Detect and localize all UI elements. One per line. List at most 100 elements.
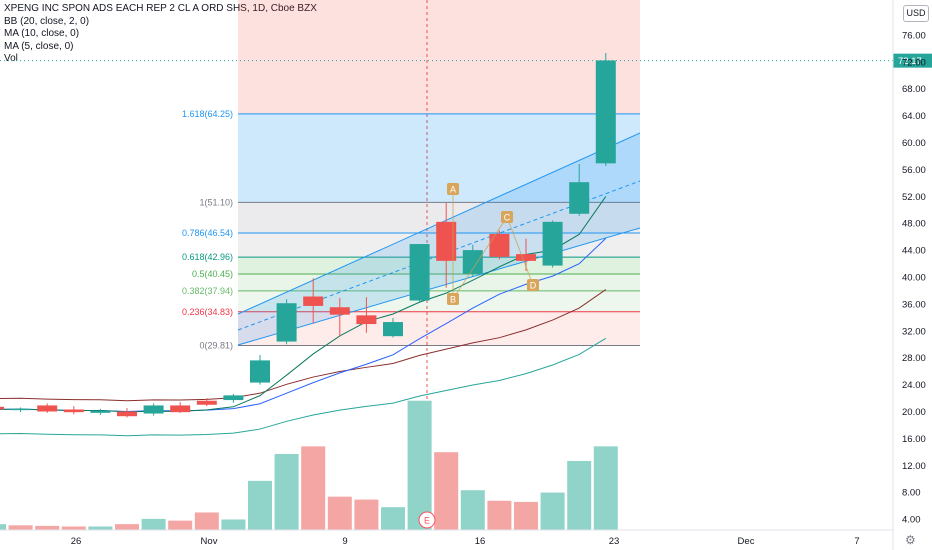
- volume-bar: [381, 507, 405, 530]
- time-tick-label: Nov: [201, 536, 218, 547]
- time-tick-label: 16: [475, 536, 486, 547]
- price-tick-label: 28.00: [902, 353, 926, 364]
- last-price-label: 72.17: [898, 56, 922, 67]
- candle: [303, 296, 324, 306]
- volume-bar: [88, 526, 113, 530]
- candle: [90, 410, 111, 413]
- fib-level-label: 1.618(64.25): [182, 109, 233, 119]
- candle: [462, 250, 483, 274]
- price-tick-label: 48.00: [902, 219, 926, 230]
- candle: [0, 406, 4, 410]
- volume-bar: [115, 524, 139, 530]
- chart-legend: XPENG INC SPON ADS EACH REP 2 CL A ORD S…: [4, 3, 317, 66]
- time-tick-label: 9: [342, 536, 347, 547]
- volume-bar: [194, 512, 219, 530]
- volume-bar: [460, 490, 485, 530]
- candle: [329, 307, 350, 315]
- price-tick-label: 36.00: [902, 299, 926, 310]
- volume-bar: [540, 492, 565, 530]
- fib-zone: [238, 273, 640, 291]
- price-tick-label: 24.00: [902, 380, 926, 391]
- legend-bollinger[interactable]: BB (20, close, 2, 0): [4, 15, 90, 27]
- fib-level-label: 0.382(37.94): [182, 286, 233, 296]
- pattern-point-label: A: [450, 185, 456, 195]
- pattern-point-marker: [447, 293, 459, 305]
- candle: [250, 360, 270, 383]
- currency-button[interactable]: USD: [903, 5, 929, 22]
- price-tick-label: 12.00: [902, 461, 926, 472]
- candle: [489, 233, 510, 257]
- volume-bar: [168, 520, 193, 530]
- candle: [383, 322, 403, 337]
- volume-bar: [141, 518, 166, 530]
- earnings-marker: [418, 511, 436, 529]
- fib-level-label: 0.236(34.83): [182, 307, 233, 317]
- candle: [63, 409, 84, 413]
- volume-bar: [354, 499, 379, 530]
- time-tick-label: Dec: [738, 536, 755, 547]
- fib-level-label: 0.618(42.96): [182, 252, 233, 262]
- volume-bar: [514, 501, 538, 530]
- volume-bar: [407, 400, 432, 530]
- price-tick-label: 20.00: [902, 407, 926, 418]
- time-tick-label: 26: [71, 536, 82, 547]
- volume-bar: [0, 524, 6, 530]
- candle: [409, 244, 430, 301]
- fib-level-label: 0(29.81): [199, 341, 233, 351]
- earnings-marker-label: E: [424, 516, 430, 526]
- legend-ma10[interactable]: MA (10, close, 0): [4, 28, 80, 39]
- pattern-point-label: C: [504, 213, 511, 223]
- candle: [196, 400, 217, 405]
- pattern-path: [452, 189, 534, 301]
- pattern-point-marker: [447, 183, 459, 195]
- price-tick-label: 32.00: [902, 326, 926, 337]
- legend-volume[interactable]: Vol: [4, 53, 18, 64]
- volume-bar: [8, 525, 33, 530]
- price-tick-label: 64.00: [902, 111, 926, 122]
- fib-level-label: 0.786(46.54): [182, 228, 233, 238]
- pattern-point-label: D: [530, 281, 537, 291]
- gear-icon[interactable]: ⚙: [905, 533, 916, 547]
- fib-zone: [238, 257, 640, 274]
- volume-bar: [567, 460, 592, 530]
- volume-bar: [61, 526, 86, 530]
- volume-bar: [221, 519, 246, 530]
- volume-bar: [434, 452, 459, 530]
- volume-bar: [274, 453, 299, 530]
- volume-bar: [593, 446, 618, 530]
- last-price-badge: [893, 53, 932, 68]
- candle: [356, 315, 377, 325]
- ma5-line: [0, 196, 607, 413]
- volume-bar: [487, 500, 512, 530]
- candle: [436, 221, 457, 261]
- volume-bar: [301, 446, 326, 530]
- pattern-point-marker: [501, 211, 513, 223]
- volume-bar: [248, 480, 272, 530]
- channel-bottom-line: [237, 227, 641, 346]
- fib-level-label: 0.5(40.45): [192, 269, 233, 279]
- price-tick-label: 4.00: [902, 515, 921, 526]
- fib-zone: [238, 290, 640, 312]
- price-tick-label: 44.00: [902, 246, 926, 257]
- price-tick-label: 16.00: [902, 434, 926, 445]
- price-tick-label: 56.00: [902, 165, 926, 176]
- legend-symbol[interactable]: XPENG INC SPON ADS EACH REP 2 CL A ORD S…: [4, 3, 317, 14]
- price-tick-label: 40.00: [902, 273, 926, 284]
- pattern-point-label: B: [450, 295, 456, 305]
- price-tick-label: 60.00: [902, 138, 926, 149]
- candle: [10, 408, 31, 411]
- volume-bar: [35, 525, 60, 530]
- price-tick-label: 8.00: [902, 488, 921, 499]
- fib-zone-extension: [238, 0, 640, 114]
- candle: [516, 254, 536, 261]
- fib-level-label: 1(51.10): [199, 197, 233, 207]
- fib-zone: [238, 311, 640, 346]
- legend-ma5[interactable]: MA (5, close, 0): [4, 40, 74, 52]
- price-tick-label: 52.00: [902, 192, 926, 203]
- pattern-point-marker: [527, 279, 539, 291]
- volume-bar: [327, 496, 352, 530]
- candle: [276, 303, 297, 342]
- price-tick-label: 68.00: [902, 84, 926, 95]
- candle: [117, 411, 137, 417]
